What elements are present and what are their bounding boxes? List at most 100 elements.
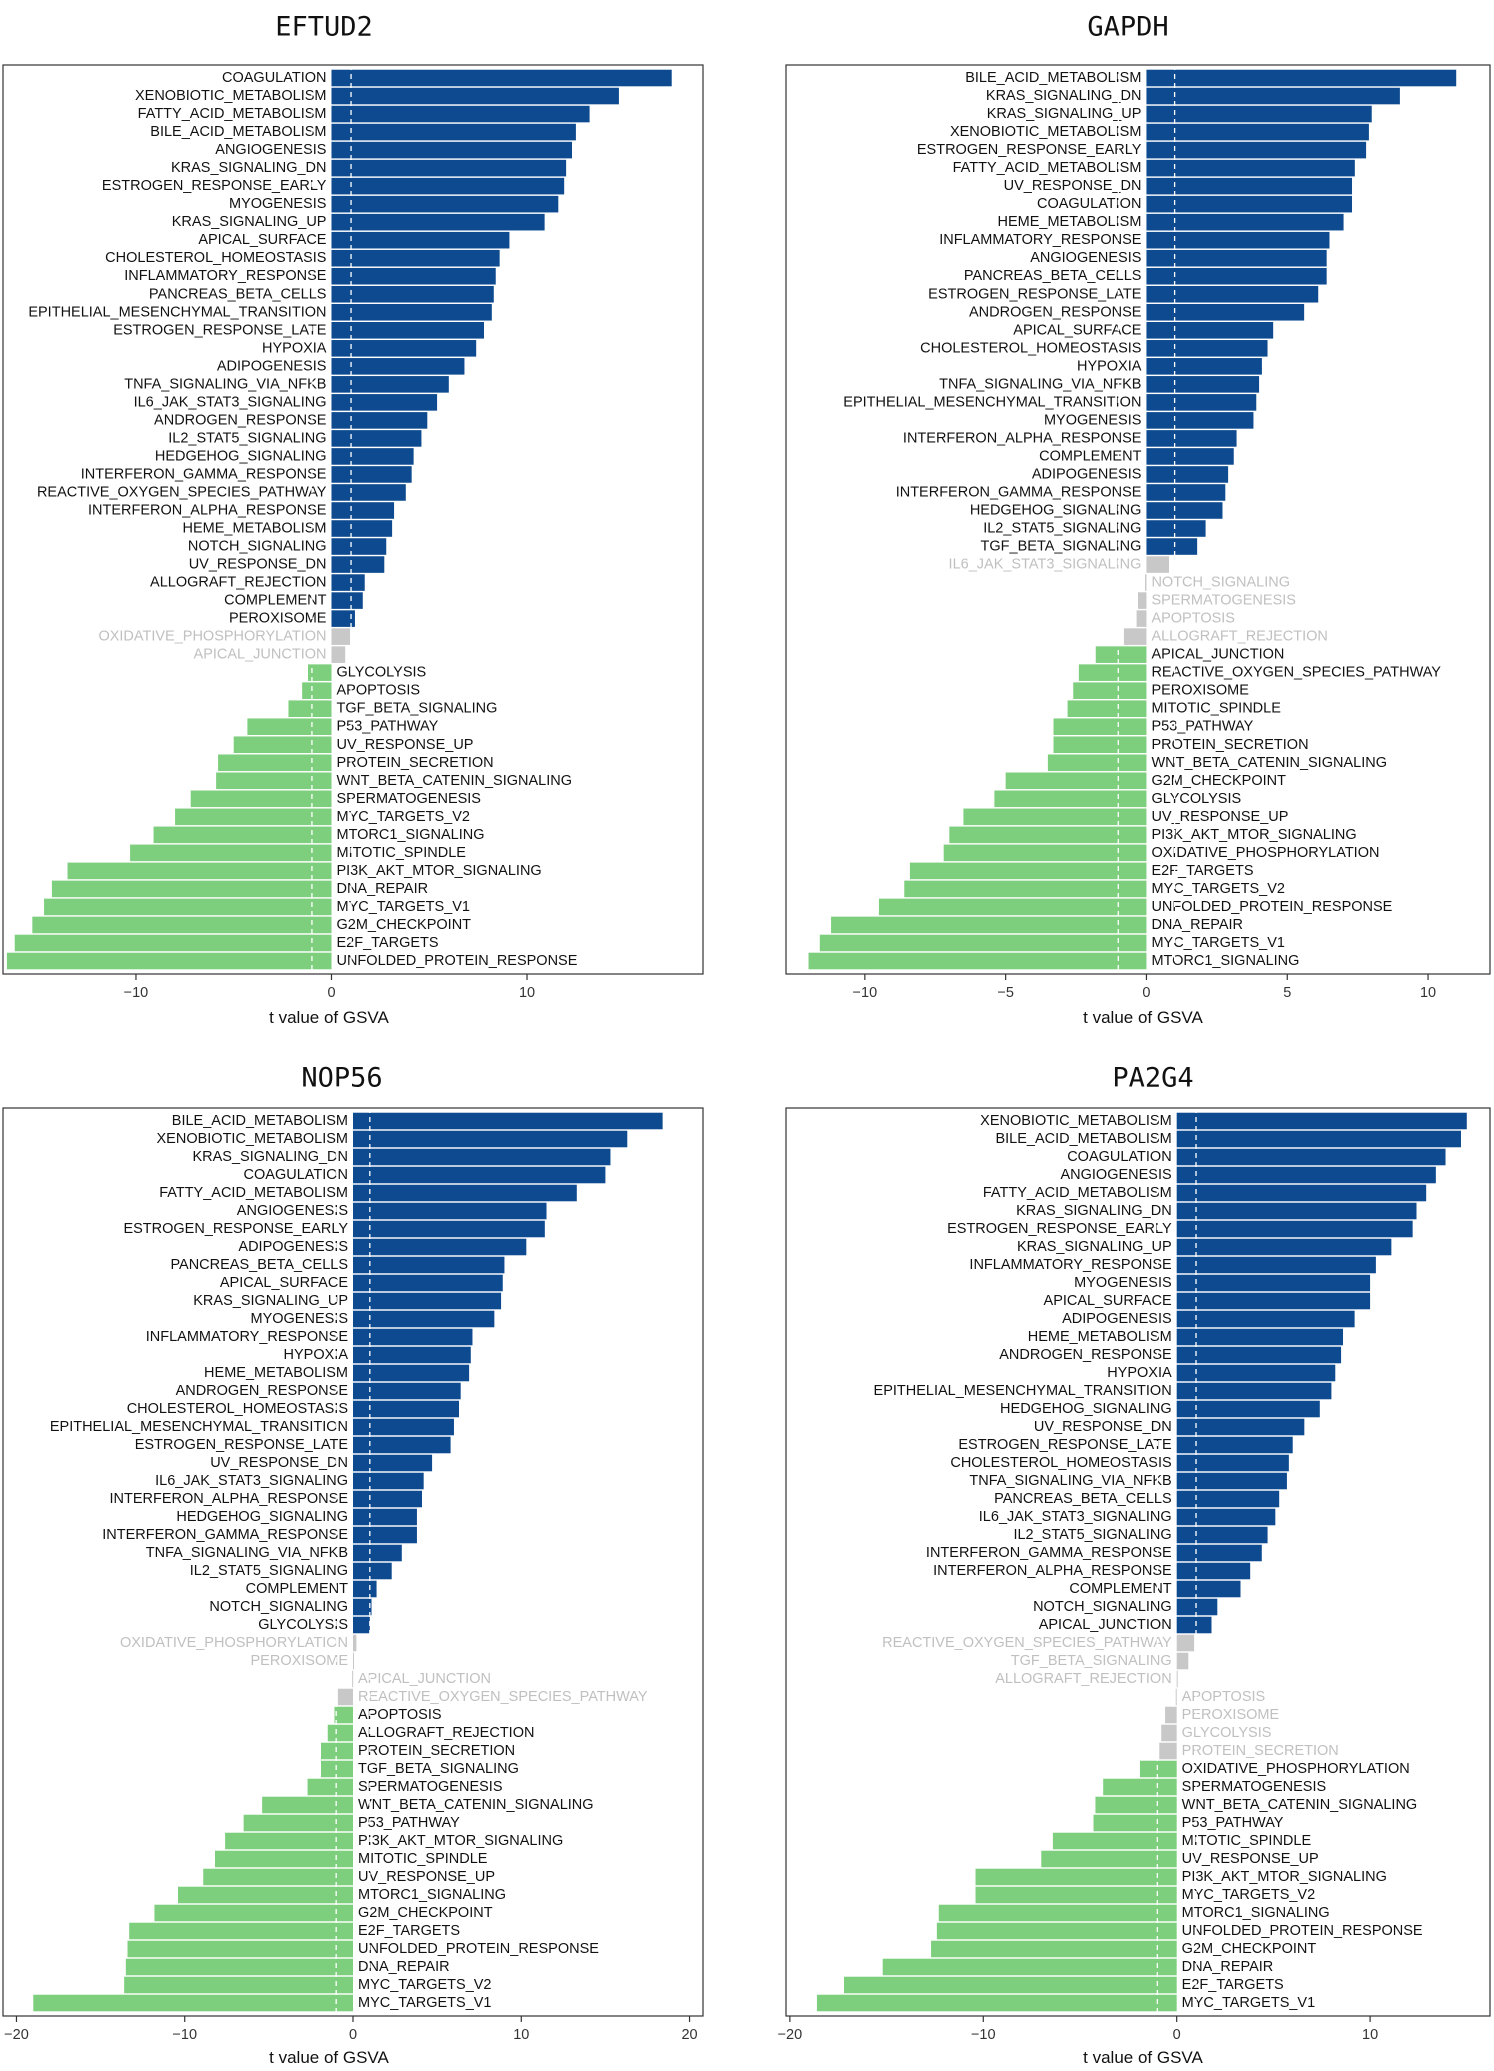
bar-label: APOPTOSIS [358,1707,442,1723]
bar [331,592,363,609]
bar [331,303,492,321]
bar [1146,376,1260,393]
bar-label: NOTCH_SIGNALING [188,539,327,555]
bar [1176,1616,1212,1634]
bar [32,916,332,934]
bar [33,1994,354,2012]
bar [331,195,559,213]
bar [844,1976,1177,1994]
bar-label: APICAL_JUNCTION [194,647,327,663]
bar-label: NOTCH_SIGNALING [1033,1599,1172,1615]
x-tick-label: 10 [1420,985,1436,1001]
bar-label: HEDGEHOG_SIGNALING [970,502,1142,518]
bar-label: PI3K_AKT_MTOR_SIGNALING [1151,827,1356,843]
bar-label: INTERFERON_GAMMA_RESPONSE [926,1545,1172,1561]
bar [1176,1364,1336,1382]
bar [353,1328,473,1346]
bar [178,1886,353,1904]
bar-label: UV_RESPONSE_DN [210,1455,348,1471]
bar-label: FATTY_ACID_METABOLISM [159,1185,348,1201]
bar-label: COMPLEMENT [1069,1581,1171,1597]
bar [353,1418,454,1436]
bar [1176,1670,1178,1688]
bar-label: ESTROGEN_RESPONSE_LATE [928,286,1142,302]
bar [1146,69,1457,87]
bar [331,574,365,591]
bar [819,934,1147,952]
bar [331,502,395,519]
bar-label: HEME_METABOLISM [1028,1329,1172,1345]
bar [321,1742,353,1760]
bar-label: EPITHELIAL_MESENCHYMAL_TRANSITION [874,1383,1172,1399]
bar-label: COMPLEMENT [1039,448,1141,464]
bar-label: INFLAMMATORY_RESPONSE [124,268,327,284]
bar-label: KRAS_SIGNALING_DN [986,88,1142,104]
bar [1052,1832,1177,1850]
bar-label: MYC_TARGETS_V2 [1182,1887,1316,1903]
bar-label: REACTIVE_OXYGEN_SPECIES_PATHWAY [358,1689,648,1705]
bar-label: GLYCOLYSIS [258,1617,348,1633]
bar [353,1220,545,1238]
bar-label: UV_RESPONSE_DN [1034,1419,1172,1435]
bar-label: COMPLEMENT [246,1581,348,1597]
bar [334,1706,353,1724]
bar [1146,430,1237,447]
bar-label: IL6_JAK_STAT3_SIGNALING [155,1473,348,1489]
bar-label: ESTROGEN_RESPONSE_LATE [113,322,327,338]
bar-label: E2F_TARGETS [1151,863,1253,879]
bar-label: ANGIOGENESIS [237,1203,348,1219]
x-tick-label: 20 [681,2027,697,2043]
bar [1146,267,1327,285]
bar-label: SPERMATOGENESIS [358,1779,503,1795]
bar [51,880,332,898]
bar [1176,1148,1446,1166]
bar [1053,736,1147,754]
bar [247,718,332,736]
bar [307,1778,353,1796]
bar [331,69,672,87]
bar [1176,1382,1332,1400]
bar-label: OXIDATIVE_PHOSPHORYLATION [98,629,326,645]
bar-label: PI3K_AKT_MTOR_SIGNALING [358,1833,563,1849]
bar-label: EPITHELIAL_MESENCHYMAL_TRANSITION [28,304,326,320]
bar-label: HEDGEHOG_SIGNALING [1000,1401,1172,1417]
bar-label: UV_RESPONSE_UP [1151,809,1288,825]
bar [225,1832,353,1850]
bar [353,1256,505,1274]
bar-label: WNT_BETA_CATENIN_SIGNALING [336,773,572,789]
bar [353,1310,495,1328]
bar [14,934,332,952]
bar [353,1598,372,1616]
bar [1176,1166,1436,1184]
bar-label: APICAL_JUNCTION [358,1671,491,1687]
x-tick-label: 0 [327,985,335,1001]
bar [1176,1508,1276,1526]
bar [331,141,572,159]
bar-label: INTERFERON_GAMMA_RESPONSE [81,466,327,482]
bar [127,1940,354,1958]
bar [1146,538,1198,555]
bar [1146,195,1353,213]
bar [931,1940,1177,1958]
bar [1073,682,1147,699]
x-tick-label: 5 [1283,985,1291,1001]
bar-label: PANCREAS_BETA_CELLS [994,1491,1172,1507]
bar [175,808,332,826]
bar-label: UNFOLDED_PROTEIN_RESPONSE [358,1941,599,1957]
bar-label: WNT_BETA_CATENIN_SIGNALING [1182,1797,1418,1813]
bar [353,1490,422,1508]
bar [1176,1418,1305,1436]
bar-label: MTORC1_SIGNALING [336,827,484,843]
bar-label: APOPTOSIS [1182,1689,1266,1705]
bar-label: E2F_TARGETS [336,935,438,951]
bar [1176,1526,1268,1544]
bar [331,249,500,267]
bar-label: SPERMATOGENESIS [1182,1779,1327,1795]
bar-label: INFLAMMATORY_RESPONSE [969,1257,1172,1273]
bar-label: PEROXISOME [1182,1707,1280,1723]
bar [1146,177,1353,195]
x-axis-label: t value of GSVA [269,1008,389,1027]
bar-label: UV_RESPONSE_UP [358,1869,495,1885]
bar [1146,159,1355,177]
bar [808,952,1147,970]
